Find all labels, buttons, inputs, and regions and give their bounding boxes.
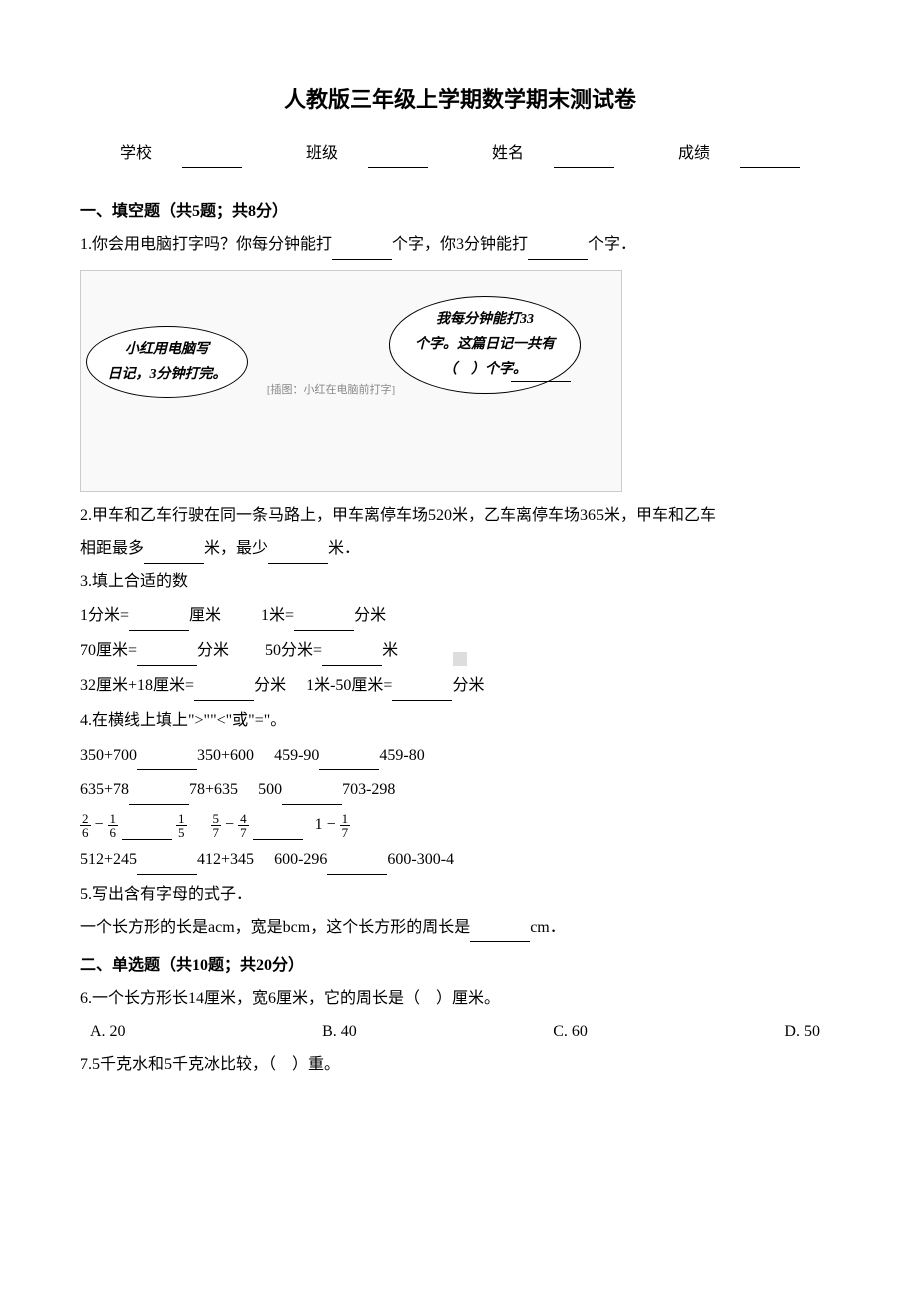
question-4-row1: 350+700350+600 459-90459-80: [80, 742, 840, 771]
option-b: B. 40: [322, 1018, 357, 1047]
page-title: 人教版三年级上学期数学期末测试卷: [80, 80, 840, 120]
name-label: 姓名: [477, 145, 629, 162]
fraction-3: 15: [176, 812, 187, 839]
dash-line: [511, 381, 571, 382]
question-4-row2: 635+7878+635 500703-298: [80, 776, 840, 805]
option-d: D. 50: [784, 1018, 820, 1047]
question-2: 2.甲车和乙车行驶在同一条马路上，甲车离停车场520米，乙车离停车场365米，甲…: [80, 502, 840, 531]
fraction-4: 57: [211, 812, 222, 839]
question-4-header: 4.在横线上填上">""<"或"="。: [80, 707, 840, 736]
question-1-figure: 小红用电脑写 日记，3分钟打完。 [插图：小红在电脑前打字] 我每分钟能打33 …: [80, 270, 622, 492]
question-5-header: 5.写出含有字母的式子．: [80, 881, 840, 910]
school-label: 学校: [105, 145, 257, 162]
fraction-6: 17: [340, 812, 351, 839]
question-4-row4: 512+245412+345 600-296600-300-4: [80, 846, 840, 875]
question-7: 7.5千克水和5千克冰比较，（ ）重。: [80, 1051, 840, 1080]
bubble-left: 小红用电脑写 日记，3分钟打完。: [86, 326, 248, 398]
question-3-row1: 1分米=厘米 1米=分米: [80, 602, 840, 631]
question-6: 6.一个长方形长14厘米，宽6厘米，它的周长是（ ）厘米。: [80, 985, 840, 1014]
class-label: 班级: [291, 145, 443, 162]
score-label: 成绩: [663, 145, 815, 162]
section2-header: 二、单选题（共10题；共20分）: [80, 952, 840, 981]
fraction-1: 26: [80, 812, 91, 839]
question-2-line2: 相距最多米，最少米．: [80, 535, 840, 564]
question-4-row3: 26 − 16 15 57 − 47 1 − 17: [80, 811, 840, 840]
watermark-icon: [453, 652, 467, 666]
fraction-2: 16: [108, 812, 119, 839]
info-row: 学校 班级 姓名 成绩: [80, 140, 840, 169]
fraction-5: 47: [238, 812, 249, 839]
question-6-options: A. 20 B. 40 C. 60 D. 50: [80, 1018, 840, 1047]
question-5: 一个长方形的长是acm，宽是bcm，这个长方形的周长是cm．: [80, 914, 840, 943]
bubble-right: 我每分钟能打33 个字。这篇日记一共有 （ ）个字。: [389, 296, 581, 394]
option-a: A. 20: [90, 1018, 126, 1047]
section1-header: 一、填空题（共5题；共8分）: [80, 198, 840, 227]
question-3-header: 3.填上合适的数: [80, 568, 840, 597]
question-1: 1.你会用电脑打字吗？你每分钟能打个字，你3分钟能打个字．: [80, 231, 840, 260]
question-3-row3: 32厘米+18厘米=分米 1米-50厘米=分米: [80, 672, 840, 701]
option-c: C. 60: [553, 1018, 588, 1047]
